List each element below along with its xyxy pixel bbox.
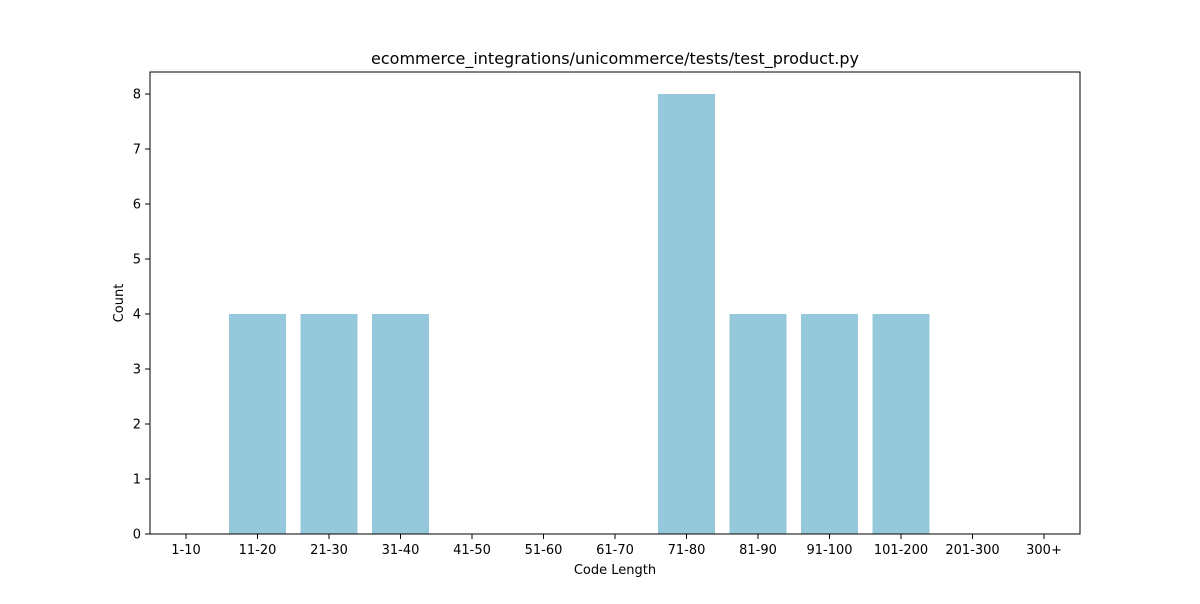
y-tick-label: 0 [133, 528, 141, 543]
bar-31-40 [372, 314, 429, 534]
y-axis-label: Count [112, 284, 127, 323]
x-tick-label: 91-100 [806, 543, 852, 558]
x-tick-label: 11-20 [239, 543, 277, 558]
y-tick-label: 8 [133, 88, 141, 103]
x-tick-label: 101-200 [874, 543, 928, 558]
x-tick-label: 201-300 [945, 543, 999, 558]
x-tick-label: 31-40 [382, 543, 420, 558]
bar-91-100 [801, 314, 858, 534]
bar-81-90 [729, 314, 787, 534]
x-tick-label: 51-60 [525, 543, 563, 558]
y-tick-label: 4 [133, 308, 141, 323]
y-tick-label: 7 [133, 143, 141, 158]
bar-11-20 [229, 314, 286, 534]
x-axis-label: Code Length [574, 563, 656, 578]
bar-101-200 [872, 314, 930, 534]
y-tick-label: 1 [133, 473, 141, 488]
x-tick-label: 21-30 [310, 543, 348, 558]
x-tick-label: 61-70 [596, 543, 634, 558]
chart-title: ecommerce_integrations/unicommerce/tests… [371, 49, 859, 69]
ticks-layer: 1-10 11-20 21-30 31-40 41-50 51-60 61-70 71-80 8… [133, 88, 1062, 559]
bars-layer [229, 94, 930, 534]
x-tick-label: 41-50 [453, 543, 491, 558]
y-tick-label: 2 [133, 418, 141, 433]
x-tick-label: 300+ [1026, 543, 1062, 558]
y-tick-label: 5 [133, 253, 141, 268]
bar-21-30 [300, 314, 358, 534]
x-tick-label: 81-90 [739, 543, 777, 558]
y-tick-label: 6 [133, 198, 141, 213]
plot-frame [149, 71, 1081, 535]
x-tick-label: 1-10 [171, 543, 201, 558]
x-tick-label: 71-80 [668, 543, 706, 558]
bar-71-80 [658, 94, 715, 534]
y-tick-label: 3 [133, 363, 141, 378]
